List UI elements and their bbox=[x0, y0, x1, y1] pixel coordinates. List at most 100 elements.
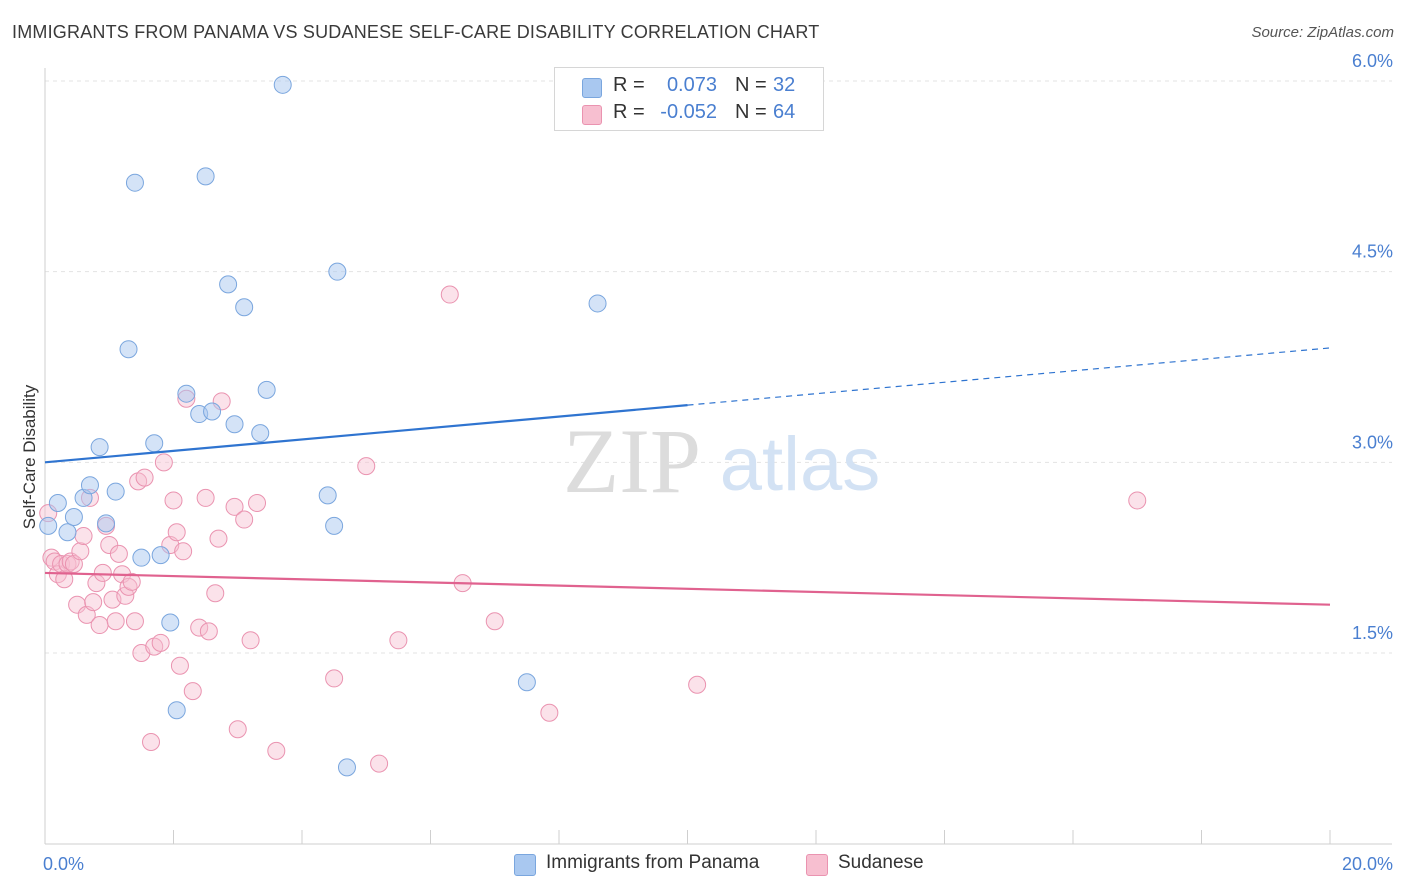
chart-title: IMMIGRANTS FROM PANAMA VS SUDANESE SELF-… bbox=[12, 22, 820, 42]
legend-label-sudanese: Sudanese bbox=[838, 852, 924, 873]
sudanese-point bbox=[109, 544, 128, 563]
sudanese-point bbox=[241, 631, 260, 650]
stats-legend: R = 0.073 N = 32 R = -0.052 N = 64 bbox=[554, 67, 824, 131]
panama-point bbox=[161, 613, 180, 632]
panama-point bbox=[151, 546, 170, 565]
sudanese-point bbox=[370, 754, 389, 773]
panama-point bbox=[251, 424, 270, 443]
sudanese-point bbox=[71, 542, 90, 561]
panama-point bbox=[517, 673, 536, 692]
sudanese-point bbox=[190, 618, 209, 637]
sudanese-point bbox=[90, 616, 109, 635]
sudanese-point bbox=[183, 682, 202, 701]
panama-point bbox=[318, 486, 337, 505]
panama-point bbox=[80, 476, 99, 495]
x-tick-label: 0.0% bbox=[43, 854, 84, 874]
panama-point bbox=[177, 384, 196, 403]
sudanese-point bbox=[55, 570, 74, 589]
panama-point bbox=[58, 523, 77, 542]
sudanese-point bbox=[196, 488, 215, 507]
watermark-atlas: atlas bbox=[720, 422, 881, 507]
sudanese-point bbox=[93, 563, 112, 582]
panama-point bbox=[90, 438, 109, 457]
panama-points bbox=[39, 75, 607, 777]
panama-point bbox=[257, 380, 276, 399]
r-value: 0.073 bbox=[666, 74, 717, 96]
trend-lines bbox=[44, 347, 1331, 606]
y-tick-label: 6.0% bbox=[1352, 51, 1393, 71]
panama-point bbox=[132, 548, 151, 567]
sudanese-point bbox=[209, 529, 228, 548]
sudanese-point bbox=[199, 622, 218, 641]
panama-point bbox=[145, 434, 164, 453]
y-tick-label: 4.5% bbox=[1352, 242, 1393, 262]
panama-point bbox=[167, 701, 186, 720]
sudanese-point bbox=[325, 669, 344, 688]
sudanese-point bbox=[485, 612, 504, 631]
sudanese-point bbox=[84, 593, 103, 612]
y-axis-label: Self-Care Disability bbox=[20, 384, 39, 529]
sudanese-point bbox=[122, 572, 141, 591]
watermark-zip: ZIP bbox=[563, 410, 701, 512]
sudanese-point bbox=[540, 703, 559, 722]
sudanese-point bbox=[267, 741, 286, 760]
y-tick-label: 3.0% bbox=[1352, 432, 1393, 452]
panama-point bbox=[125, 173, 144, 192]
sudanese-point bbox=[170, 656, 189, 675]
n-value: 64 bbox=[773, 101, 796, 123]
sudanese-point bbox=[135, 468, 154, 487]
sudanese-point bbox=[125, 612, 144, 631]
sudanese-trend-line bbox=[44, 571, 1331, 606]
sudanese-point bbox=[206, 584, 225, 603]
sudanese-point bbox=[106, 612, 125, 631]
panama-point bbox=[48, 494, 67, 513]
sudanese-point bbox=[357, 457, 376, 476]
sudanese-point bbox=[142, 732, 161, 751]
sudanese-swatch bbox=[582, 105, 602, 125]
panama-point bbox=[39, 516, 58, 535]
sudanese-point bbox=[74, 527, 93, 546]
axes: 1.5% 3.0% 4.5% 6.0% 0.0% 20.0% bbox=[43, 51, 1393, 874]
sudanese-point bbox=[389, 631, 408, 650]
panama-point bbox=[325, 516, 344, 535]
sudanese-point bbox=[225, 497, 244, 516]
n-label: N = bbox=[735, 101, 767, 123]
sudanese-point bbox=[167, 523, 186, 542]
r-label: R = bbox=[613, 101, 645, 123]
n-value: 32 bbox=[773, 74, 796, 96]
sudanese-point bbox=[174, 542, 193, 561]
panama-point bbox=[328, 262, 347, 281]
panama-point bbox=[64, 507, 83, 526]
sudanese-point bbox=[164, 491, 183, 510]
panama-swatch bbox=[582, 78, 602, 98]
r-label: R = bbox=[613, 74, 645, 96]
panama-point bbox=[203, 402, 222, 421]
panama-point bbox=[196, 167, 215, 186]
panama-point bbox=[588, 294, 607, 313]
panama-legend-swatch bbox=[514, 854, 536, 876]
r-value: -0.052 bbox=[660, 101, 717, 123]
panama-point bbox=[97, 514, 116, 533]
sudanese-legend-swatch bbox=[806, 854, 828, 876]
sudanese-point bbox=[248, 494, 267, 513]
sudanese-point bbox=[228, 720, 247, 739]
legend-label-panama: Immigrants from Panama bbox=[546, 852, 760, 873]
panama-point bbox=[106, 482, 125, 501]
sudanese-point bbox=[151, 633, 170, 652]
panama-trend-line bbox=[44, 404, 688, 464]
watermark: ZIP atlas bbox=[563, 410, 880, 512]
source-label: Source: ZipAtlas.com bbox=[1251, 24, 1394, 41]
sudanese-point bbox=[235, 510, 254, 529]
panama-trend-extension bbox=[687, 347, 1331, 406]
n-label: N = bbox=[735, 74, 767, 96]
sudanese-point bbox=[1128, 491, 1147, 510]
panama-point bbox=[235, 298, 254, 317]
panama-point bbox=[119, 340, 138, 359]
sudanese-point bbox=[119, 577, 138, 596]
sudanese-point bbox=[688, 675, 707, 694]
sudanese-points bbox=[39, 285, 1147, 773]
sudanese-point bbox=[440, 285, 459, 304]
panama-point bbox=[225, 415, 244, 434]
grid-lines bbox=[45, 80, 1392, 654]
